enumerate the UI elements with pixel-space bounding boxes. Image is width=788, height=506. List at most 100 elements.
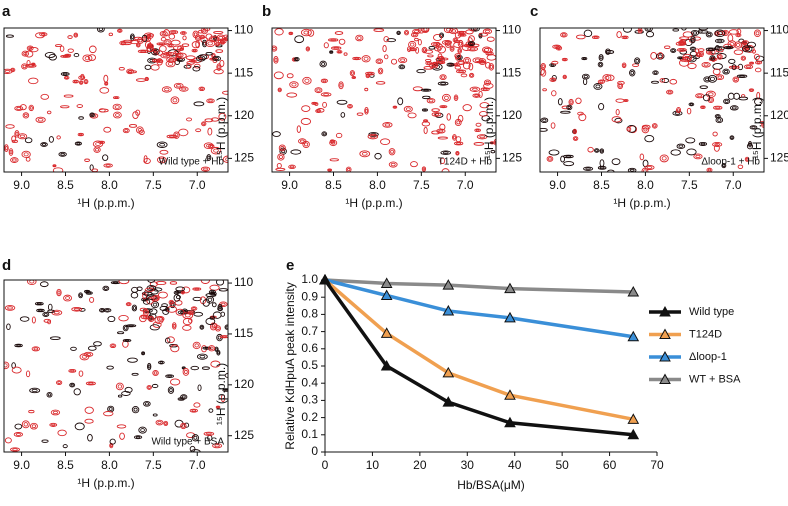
peak-contour xyxy=(192,307,196,310)
peak-contour xyxy=(4,437,12,444)
peak-contour xyxy=(63,294,73,302)
peak-contour xyxy=(736,28,742,35)
peak-contour xyxy=(349,70,355,77)
peak-contour xyxy=(181,424,186,428)
peak-contour xyxy=(275,167,286,171)
peak-contour xyxy=(629,168,635,172)
peak-contour xyxy=(626,126,632,132)
peak-contour xyxy=(483,79,492,86)
peak-contour xyxy=(732,76,740,83)
data-point xyxy=(380,359,393,371)
peak-contour xyxy=(551,60,559,65)
peak-contour xyxy=(583,78,588,86)
data-point xyxy=(380,327,393,338)
legend-marker xyxy=(659,305,671,317)
peak-contour xyxy=(651,123,658,129)
peak-contour xyxy=(486,54,496,61)
peak-contour xyxy=(84,406,94,414)
peak-contour xyxy=(366,74,370,78)
peak-contour xyxy=(715,48,724,53)
peak-contour xyxy=(56,380,63,385)
panel-label: b xyxy=(262,3,271,20)
peak-contour xyxy=(100,308,104,312)
x-tick-label: 10 xyxy=(366,458,380,472)
peak-contour xyxy=(410,48,415,51)
peak-contour xyxy=(147,315,155,323)
peak-contour xyxy=(167,61,174,66)
peak-contour xyxy=(293,57,300,62)
peak-contour xyxy=(621,35,629,40)
peak-contour xyxy=(425,58,432,63)
peak-contour xyxy=(390,149,394,154)
peak-contour xyxy=(327,168,333,172)
peak-contour xyxy=(754,98,763,106)
peak-contour xyxy=(709,76,715,81)
peak-contour xyxy=(122,128,130,134)
peak-contour xyxy=(146,45,154,52)
peak-contour xyxy=(173,290,180,295)
peak-contour xyxy=(678,42,684,45)
peak-contour xyxy=(593,83,603,90)
peak-contour xyxy=(277,153,285,161)
peak-contour xyxy=(118,67,125,71)
peak-contour xyxy=(729,105,739,111)
peak-contour xyxy=(295,57,299,61)
peak-contour xyxy=(25,157,31,162)
peak-contour xyxy=(215,405,221,409)
peak-contour xyxy=(476,60,486,64)
peak-contour xyxy=(676,48,687,52)
peak-contour xyxy=(112,103,122,111)
peak-contour xyxy=(52,410,58,415)
peak-contour xyxy=(368,132,379,137)
peak-contour xyxy=(33,347,39,351)
peak-contour xyxy=(664,45,671,49)
peak-contour xyxy=(486,36,495,42)
peak-contour xyxy=(99,307,106,313)
peak-contour xyxy=(50,409,61,416)
peak-contour xyxy=(329,50,334,54)
peak-contour xyxy=(428,45,436,50)
peak-contour xyxy=(140,428,145,433)
peak-contour xyxy=(98,28,103,32)
x-tick-label: 0 xyxy=(322,458,329,472)
peak-contour xyxy=(135,109,141,116)
peak-contour xyxy=(24,137,33,144)
peak-contour xyxy=(563,75,566,79)
peak-contour xyxy=(19,316,30,322)
peak-contour xyxy=(176,52,187,59)
peak-contour xyxy=(127,302,131,306)
y-axis-label: ¹⁵H (p.p.m.) xyxy=(214,97,228,159)
peak-contour xyxy=(642,159,649,168)
peak-contour xyxy=(701,62,711,68)
peak-contour xyxy=(470,28,480,32)
peak-contour xyxy=(357,36,362,40)
peak-contour xyxy=(144,64,152,70)
peak-contour xyxy=(192,49,197,52)
peak-contour xyxy=(14,130,20,138)
peak-contour xyxy=(345,166,352,172)
peak-contour xyxy=(400,65,404,69)
peak-contour xyxy=(488,63,495,71)
plot-frame xyxy=(3,279,229,453)
peak-contour xyxy=(150,64,160,71)
peak-contour xyxy=(479,110,488,117)
peak-contour xyxy=(118,280,130,285)
peak-contour xyxy=(417,39,422,46)
peak-contour xyxy=(156,42,166,46)
peak-contour xyxy=(653,71,658,75)
peak-contour xyxy=(278,154,283,159)
peak-contour xyxy=(421,108,428,112)
peak-contour xyxy=(746,143,754,150)
spectrum xyxy=(272,28,496,172)
peak-contour xyxy=(469,42,474,45)
peak-contour xyxy=(158,60,162,63)
peak-contour xyxy=(182,317,193,326)
peak-contour xyxy=(47,303,53,311)
peak-contour xyxy=(130,292,139,299)
peak-contour xyxy=(218,288,228,292)
peak-contour xyxy=(388,161,398,168)
peak-contour xyxy=(59,45,65,52)
peak-contour xyxy=(442,93,451,102)
peak-contour xyxy=(11,362,16,369)
peak-contour xyxy=(222,388,228,392)
